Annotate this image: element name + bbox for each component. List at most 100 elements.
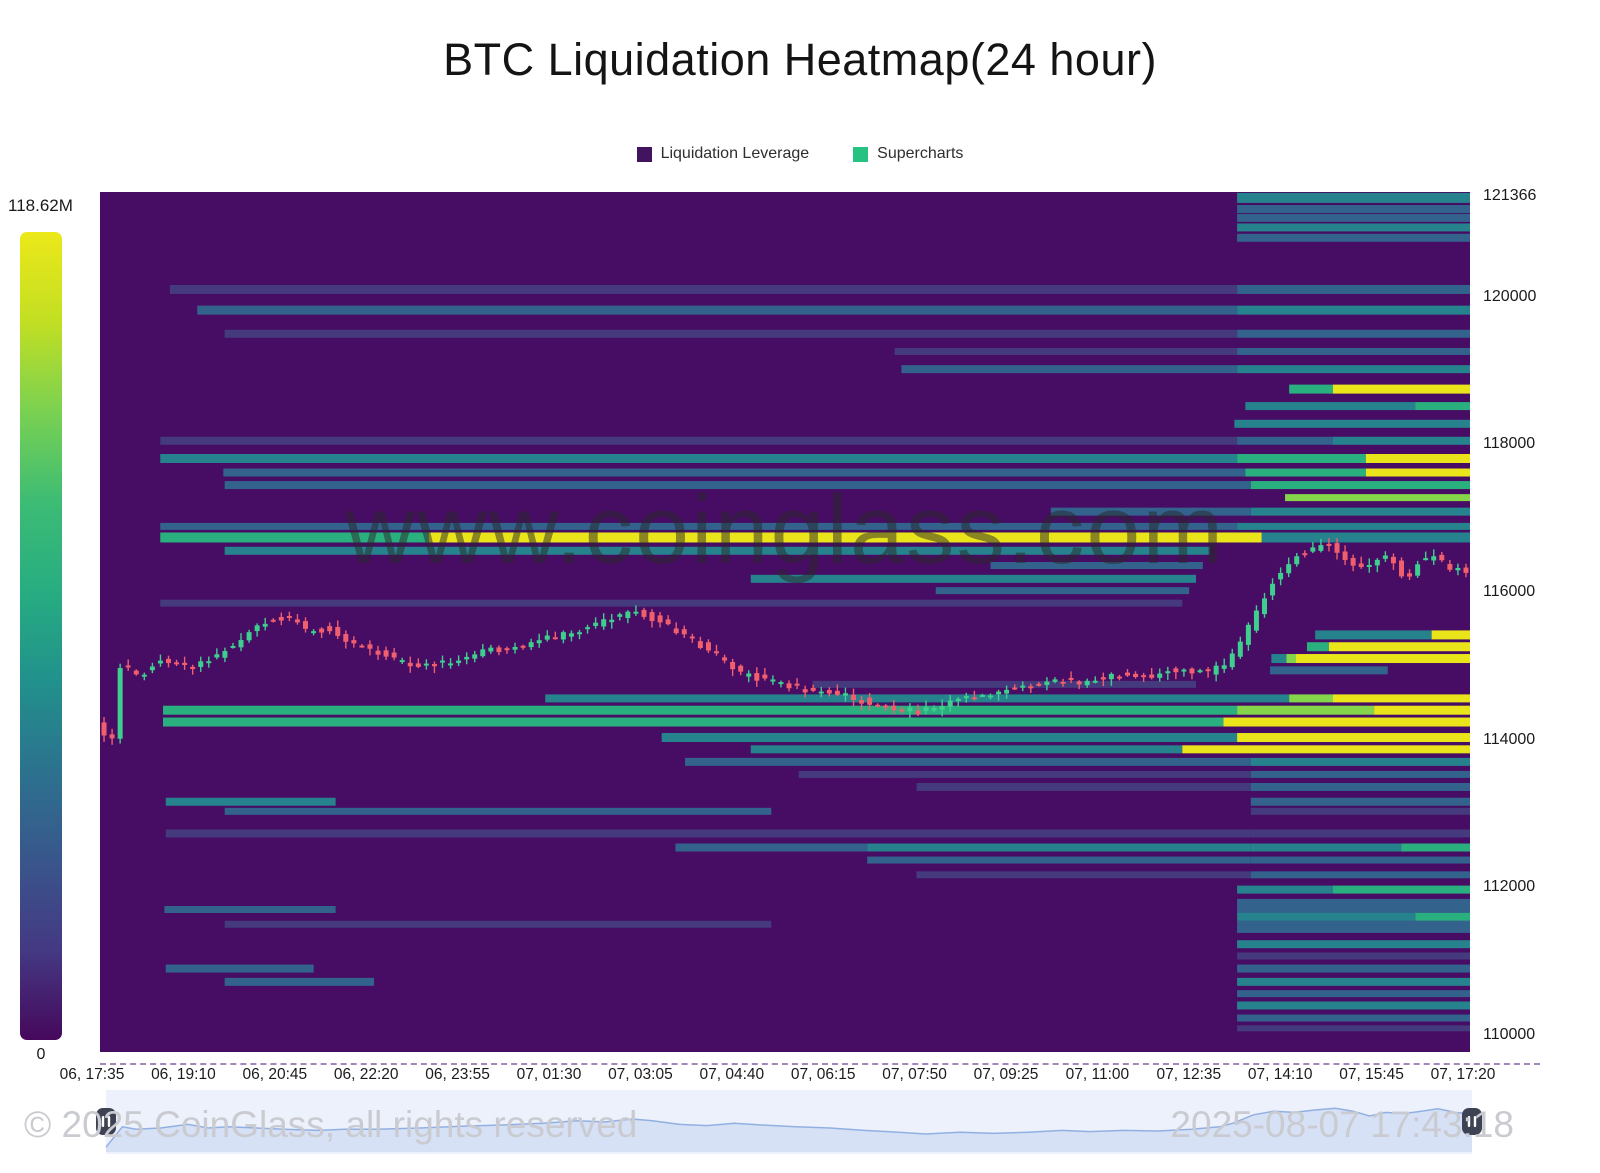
candle-body bbox=[1141, 675, 1147, 678]
candle-body bbox=[206, 661, 212, 664]
candle-body bbox=[512, 646, 518, 650]
heatmap-band bbox=[1237, 898, 1470, 907]
navigator-right-handle[interactable] bbox=[1462, 1108, 1482, 1135]
candle-body bbox=[343, 634, 349, 642]
candle-body bbox=[1382, 555, 1388, 559]
candle-body bbox=[818, 691, 824, 694]
candle-body bbox=[738, 665, 744, 672]
heatmap-band bbox=[1289, 694, 1333, 703]
heatmap-band bbox=[1050, 507, 1251, 516]
chart-legend: Liquidation Leverage Supercharts bbox=[0, 145, 1600, 163]
heatmap-band bbox=[1196, 532, 1262, 543]
candle-body bbox=[407, 662, 413, 667]
heatmap-chart[interactable] bbox=[100, 192, 1470, 1052]
candle-body bbox=[1318, 545, 1324, 551]
candle-body bbox=[303, 621, 308, 629]
candle-body bbox=[335, 627, 341, 636]
heatmap-band bbox=[224, 920, 772, 928]
heatmap-band bbox=[1365, 468, 1470, 477]
price-tick-label: 120000 bbox=[1483, 287, 1537, 305]
heatmap-band bbox=[197, 305, 1238, 315]
heatmap-band bbox=[1237, 204, 1470, 213]
legend-item-supercharts[interactable]: Supercharts bbox=[853, 145, 963, 163]
range-navigator[interactable] bbox=[0, 1086, 1600, 1160]
candle-body bbox=[1262, 598, 1267, 615]
heatmap-band bbox=[1328, 642, 1470, 652]
candle-body bbox=[1390, 556, 1396, 564]
heatmap-band bbox=[675, 843, 868, 852]
heatmap-band bbox=[223, 468, 1246, 477]
candle-body bbox=[1116, 676, 1122, 679]
heatmap-band bbox=[1306, 642, 1329, 652]
heatmap-band bbox=[160, 599, 1183, 607]
candle-body bbox=[794, 683, 800, 686]
candle-body bbox=[1221, 665, 1227, 669]
heatmap-band bbox=[1250, 757, 1470, 766]
time-tick-label: 07, 09:25 bbox=[973, 1066, 1039, 1083]
heatmap-band bbox=[1286, 654, 1297, 664]
time-tick-label: 07, 14:10 bbox=[1247, 1066, 1313, 1083]
heatmap-band bbox=[1250, 807, 1470, 815]
heatmap-band bbox=[1415, 402, 1470, 411]
candle-body bbox=[1012, 687, 1018, 690]
time-tick-label: 06, 22:20 bbox=[333, 1066, 399, 1083]
candle-body bbox=[1342, 551, 1348, 561]
heatmap-band bbox=[428, 532, 1196, 543]
candle-body bbox=[319, 628, 325, 633]
candle-body bbox=[190, 666, 196, 670]
candle-body bbox=[166, 658, 171, 664]
candle-body bbox=[222, 651, 228, 658]
price-tick-label: 112000 bbox=[1483, 878, 1536, 896]
heatmap-band bbox=[916, 782, 1251, 791]
candle-body bbox=[238, 639, 244, 648]
heatmap-band bbox=[1182, 745, 1470, 754]
candle-body bbox=[359, 645, 365, 648]
candle-body bbox=[488, 647, 494, 652]
candle-body bbox=[552, 637, 558, 640]
candle-body bbox=[1060, 681, 1066, 684]
candle-body bbox=[1237, 641, 1243, 657]
candle-body bbox=[1253, 610, 1259, 631]
candle-body bbox=[1084, 680, 1090, 686]
heatmap-band bbox=[1250, 856, 1470, 864]
candle-body bbox=[826, 690, 832, 694]
heatmap-band bbox=[1271, 654, 1287, 664]
heatmap-band bbox=[164, 906, 336, 914]
colorbar-gradient bbox=[20, 232, 62, 1040]
heatmap-band bbox=[1237, 1014, 1470, 1022]
heatmap-band bbox=[163, 717, 854, 727]
candle-body bbox=[528, 642, 534, 648]
candle-body bbox=[867, 697, 873, 705]
candle-body bbox=[1278, 572, 1284, 580]
heatmap-band bbox=[160, 453, 1238, 463]
candle-body bbox=[939, 706, 945, 710]
candle-body bbox=[593, 622, 599, 626]
heatmap-band bbox=[1237, 964, 1470, 973]
candle-body bbox=[988, 695, 993, 698]
heatmap-band bbox=[165, 797, 336, 806]
candle-body bbox=[1334, 543, 1340, 553]
candle-body bbox=[1415, 564, 1421, 576]
candle-body bbox=[665, 619, 671, 625]
time-tick-label: 06, 20:45 bbox=[242, 1066, 308, 1083]
candle-body bbox=[214, 654, 220, 658]
candle-body bbox=[1374, 559, 1380, 566]
time-tick-label: 07, 12:35 bbox=[1156, 1066, 1222, 1083]
time-tick-label: 07, 11:00 bbox=[1065, 1066, 1130, 1083]
heatmap-band bbox=[1289, 384, 1333, 394]
heatmap-band bbox=[1269, 666, 1388, 675]
heatmap-band bbox=[1237, 912, 1416, 921]
candle-body bbox=[536, 640, 542, 644]
candle-body bbox=[915, 710, 921, 715]
legend-swatch-purple-icon bbox=[636, 146, 652, 162]
candle-body bbox=[1004, 689, 1010, 694]
heatmap-band bbox=[1333, 694, 1470, 703]
heatmap-band bbox=[1237, 365, 1470, 374]
navigator-line bbox=[105, 1107, 1473, 1148]
navigator-left-handle[interactable] bbox=[96, 1108, 116, 1135]
heatmap-band bbox=[160, 532, 429, 543]
timestamp-watermark: 2025-08-07 17:43:18 bbox=[1170, 1104, 1514, 1145]
candle-body bbox=[1092, 680, 1098, 683]
legend-item-liquidation-leverage[interactable]: Liquidation Leverage bbox=[636, 145, 809, 163]
heatmap-band bbox=[1250, 871, 1470, 879]
